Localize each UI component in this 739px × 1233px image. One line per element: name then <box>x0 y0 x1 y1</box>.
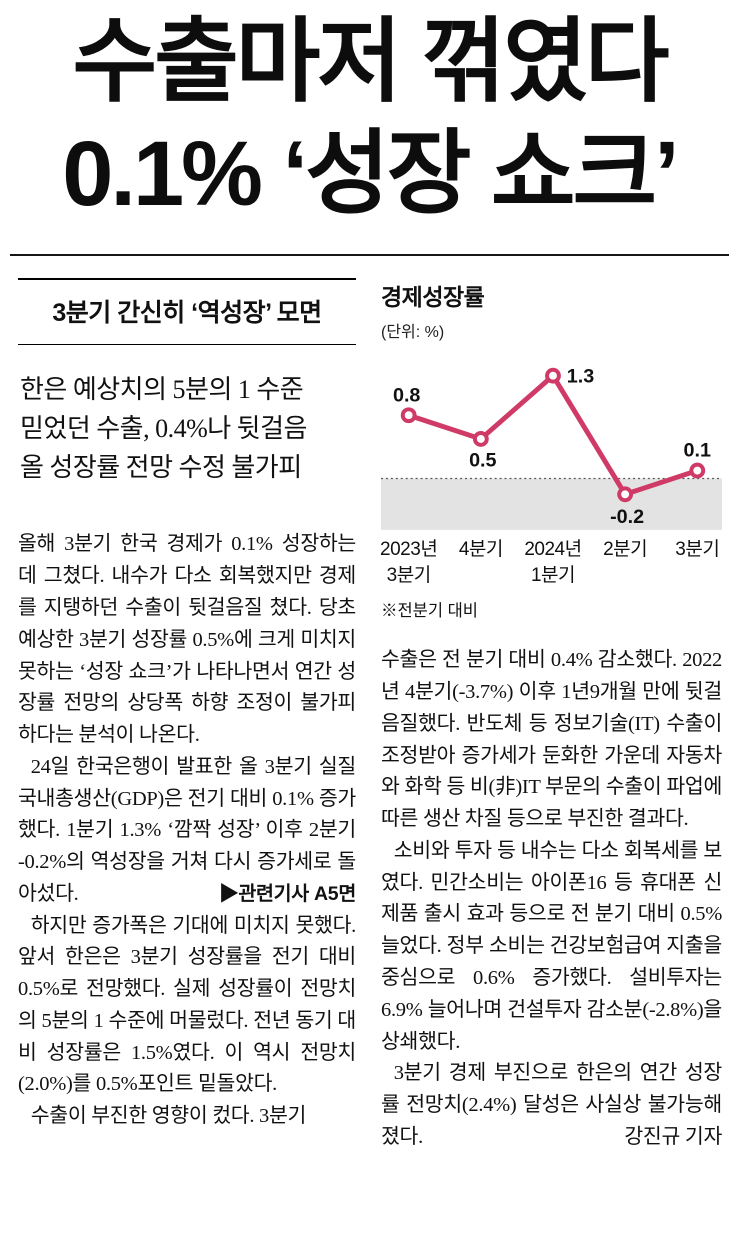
chart-x-label: 2023년 3분기 <box>380 539 438 586</box>
chart-x-label: 2024년 1분기 <box>524 539 582 586</box>
lede-line-2: 믿었던 수출, 0.4%나 뒷걸음 <box>20 414 307 444</box>
svg-text:-0.2: -0.2 <box>610 506 644 528</box>
svg-text:0.8: 0.8 <box>393 385 420 407</box>
body-paragraph: 24일 한국은행이 발표한 올 3분기 실질 국내총생산(GDP)은 전기 대비… <box>18 752 356 911</box>
lede-line-1: 한은 예상치의 5분의 1 수준 <box>20 375 304 405</box>
body-paragraph: 올해 3분기 한국 경제가 0.1% 성장하는 데 그쳤다. 내수가 다소 회복… <box>18 533 356 747</box>
lede: 한은 예상치의 5분의 1 수준 믿었던 수출, 0.4%나 뒷걸음 올 성장률… <box>20 370 354 487</box>
right-column: 경제성장률 (단위: %) 0.8 0.5 1.3 -0.2 0.1 2023년 3분기 4… <box>380 278 722 1153</box>
left-body: 올해 3분기 한국 경제가 0.1% 성장하는 데 그쳤다. 내수가 다소 회복… <box>18 529 356 1133</box>
growth-chart: 경제성장률 (단위: %) 0.8 0.5 1.3 -0.2 0.1 2023년 3분기 4… <box>380 278 722 621</box>
lede-line-3: 올 성장률 전망 수정 불가피 <box>20 453 302 483</box>
headline-divider <box>10 254 729 257</box>
paragraph-text: 24일 한국은행이 발표한 올 3분기 실질 국내총생산(GDP)은 전기 대비… <box>18 755 356 905</box>
chart-x-label: 4분기 <box>458 539 504 561</box>
headline: 수출마저 꺾였다 0.1% ‘성장 쇼크’ <box>0 0 739 230</box>
chart-unit-label: (단위: %) <box>381 324 445 342</box>
related-article-note: ▶관련기사 A5면 <box>219 882 356 905</box>
headline-line-1: 수출마저 꺾였다 <box>72 11 669 113</box>
right-body: 수출은 전 분기 대비 0.4% 감소했다. 2022년 4분기(-3.7%) … <box>381 645 722 1153</box>
chart-x-labels: 2023년 3분기 4분기 2024년 1분기 2분기 3분기 <box>380 537 722 597</box>
chart-title: 경제성장률 <box>381 284 485 311</box>
left-column: 3분기 간신히 ‘역성장’ 모면 한은 예상치의 5분의 1 수준 믿었던 수출… <box>18 278 356 1153</box>
svg-text:0.5: 0.5 <box>469 450 496 472</box>
chart-x-label: 3분기 <box>675 539 720 561</box>
body-paragraph: 수출은 전 분기 대비 0.4% 감소했다. 2022년 4분기(-3.7%) … <box>381 649 722 831</box>
paragraph-text: 3분기 경제 부진으로 한은의 연간 성장률 전망치(2.4%) 달성은 사실상… <box>381 1062 722 1148</box>
svg-text:1.3: 1.3 <box>567 366 594 388</box>
article-columns: 3분기 간신히 ‘역성장’ 모면 한은 예상치의 5분의 1 수준 믿었던 수출… <box>0 256 739 1153</box>
body-paragraph: 3분기 경제 부진으로 한은의 연간 성장률 전망치(2.4%) 달성은 사실상… <box>381 1058 722 1153</box>
chart-x-label: 2분기 <box>603 539 648 561</box>
reporter-byline: 강진규 기자 <box>624 1125 722 1148</box>
body-paragraph: 소비와 투자 등 내수는 다소 회복세를 보였다. 민간소비는 아이폰16 등 … <box>381 839 722 1053</box>
svg-text:0.1: 0.1 <box>684 440 711 462</box>
growth-chart-svg: 0.8 0.5 1.3 -0.2 0.1 <box>381 366 722 531</box>
body-paragraph: 수출이 부진한 영향이 컸다. 3분기 <box>30 1105 307 1128</box>
subhead-text: 3분기 간신히 ‘역성장’ 모면 <box>52 299 322 328</box>
chart-footnote: ※전분기 대비 <box>381 602 478 621</box>
headline-line-2: 0.1% ‘성장 쇼크’ <box>62 123 680 226</box>
subhead-box: 3분기 간신히 ‘역성장’ 모면 <box>18 278 356 346</box>
newspaper-page: 수출마저 꺾였다 0.1% ‘성장 쇼크’ 3분기 간신히 ‘역성장’ 모면 한… <box>0 0 739 1153</box>
body-paragraph: 하지만 증가폭은 기대에 미치지 못했다. 앞서 한은은 3분기 성장률을 전기… <box>18 914 356 1096</box>
